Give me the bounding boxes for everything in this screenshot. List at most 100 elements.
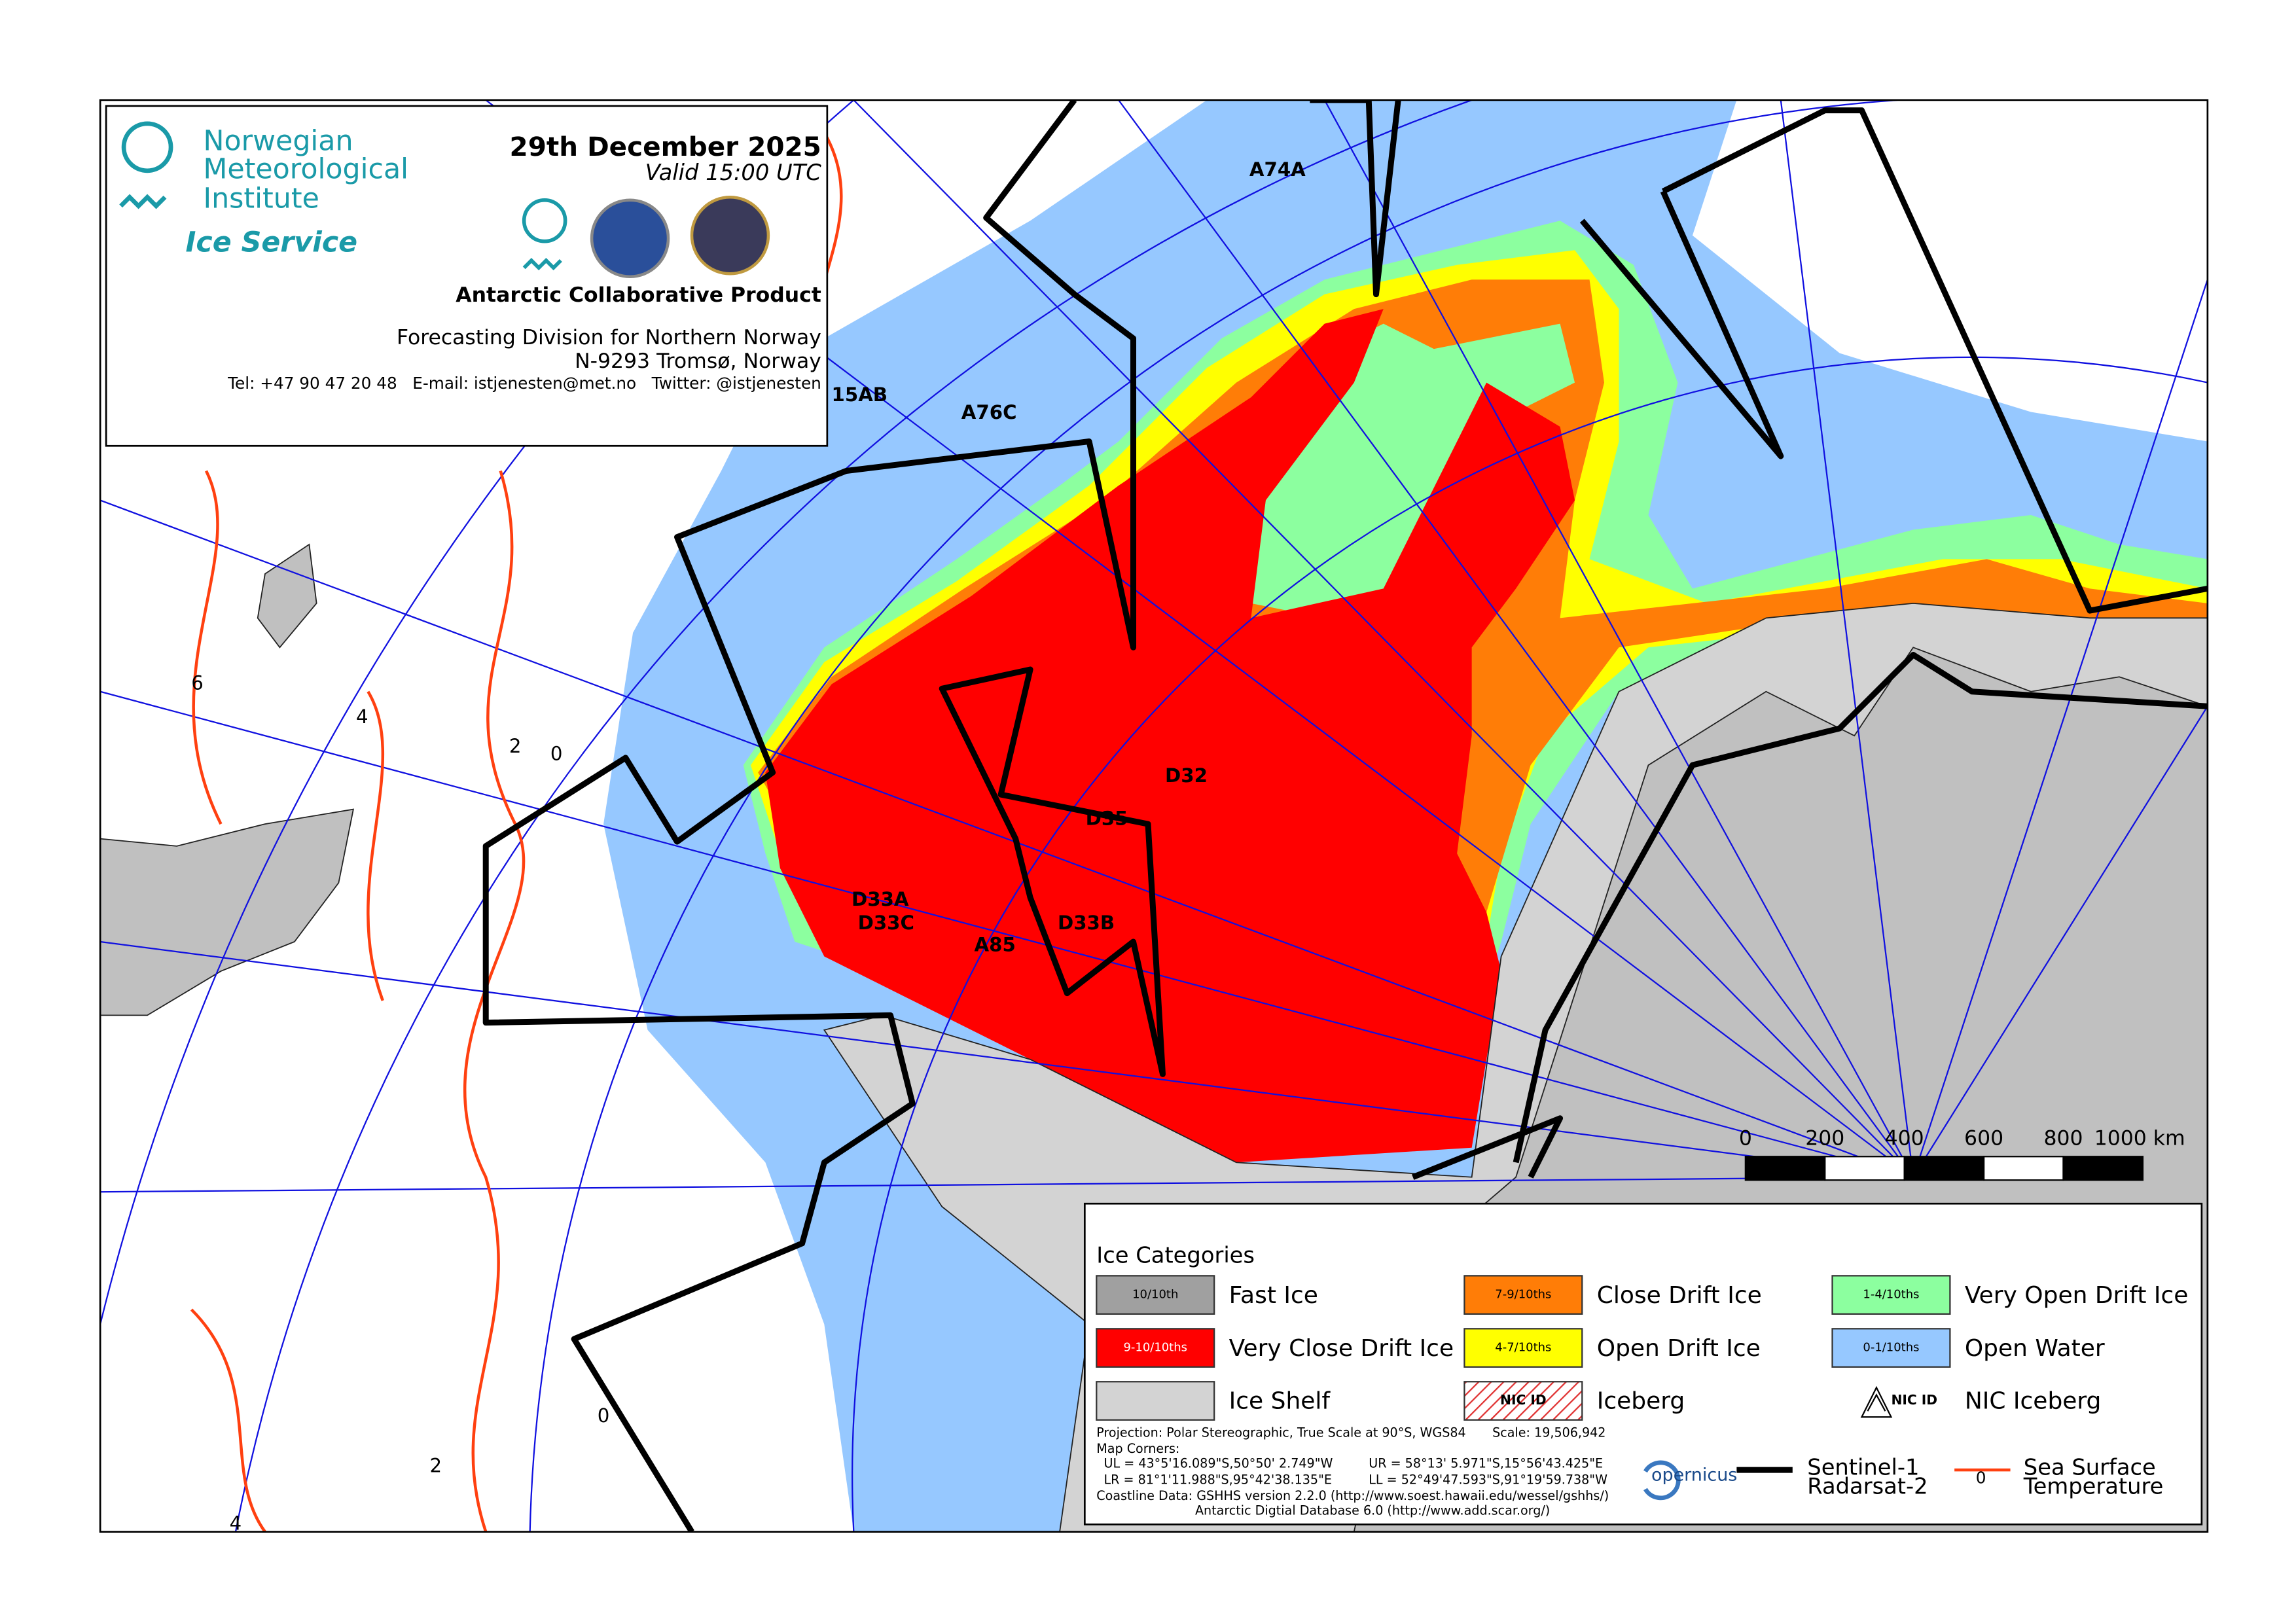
legend-label: Open Drift Ice	[1597, 1335, 1761, 1362]
header-box	[105, 105, 829, 447]
scale-label: 200	[1805, 1126, 1844, 1150]
legend-label: Iceberg	[1597, 1388, 1685, 1415]
legend-swatch-text: 7-9/10ths	[1495, 1288, 1551, 1302]
date: 29th December 2025	[510, 131, 821, 162]
sst-label: 0	[598, 1404, 610, 1427]
org-name: Norwegian	[204, 125, 353, 158]
scale-label: 400	[1885, 1126, 1924, 1150]
iceberg-label: D33B	[1058, 912, 1115, 934]
scale-label: 800	[2043, 1126, 2083, 1150]
emblem	[690, 196, 770, 276]
logo-wave	[119, 194, 167, 209]
emblem	[590, 198, 670, 278]
scale-segment	[1903, 1156, 1985, 1181]
legend-note: UL = 43°5'16.089"S,50°50' 2.749"W	[1104, 1456, 1333, 1471]
division: Forecasting Division for Northern Norway	[397, 326, 821, 349]
legend-swatch	[1096, 1381, 1215, 1421]
legend-swatch	[1463, 1381, 1583, 1421]
org-name: Meteorological	[204, 152, 408, 185]
legend-swatch-text: 4-7/10ths	[1495, 1341, 1551, 1355]
iceberg-label: 15AB	[832, 383, 888, 406]
scale-segment	[1824, 1156, 1905, 1181]
sst-label: 0	[550, 742, 563, 764]
legend-swatch	[1463, 1328, 1583, 1368]
legend-swatch-text: 9-10/10ths	[1123, 1341, 1187, 1355]
island	[257, 543, 317, 649]
legend-note: LR = 81°1'11.988"S,95°42'38.135"E	[1104, 1472, 1332, 1487]
logo-small	[522, 198, 567, 243]
satellite-coverage	[482, 99, 2208, 1532]
legend-swatch	[1831, 1328, 1951, 1368]
scale-label: 0	[1739, 1126, 1752, 1150]
logo-small-wave	[522, 257, 562, 271]
iceberg-label: D33C	[858, 912, 914, 934]
legend-notes: Projection: Polar Stereographic, True Sc…	[1096, 1425, 1609, 1518]
legend-swatch-text: NIC ID	[1500, 1392, 1547, 1408]
graticule	[100, 99, 2208, 1532]
legend-note: UR = 58°13' 5.971"S,15°56'43.425"E	[1369, 1456, 1603, 1471]
sst-label: 2	[429, 1455, 442, 1477]
sst-label: 4	[356, 705, 368, 728]
legend-title: Ice Categories	[1096, 1243, 1255, 1268]
logo-circle	[121, 121, 173, 173]
legend-swatch-text: 0-1/10ths	[1863, 1341, 1919, 1355]
copernicus-logo	[1643, 1460, 1681, 1501]
sst-labels: 6 4 2 0 0 2 4	[191, 672, 610, 1534]
scale-bar: 0 200 400 600 800 1000 km	[1739, 1126, 2185, 1181]
legend-note: Map Corners:	[1096, 1441, 1179, 1456]
scale-segment	[2062, 1156, 2144, 1181]
legend-swatch-text: NIC ID	[1891, 1392, 1937, 1408]
legend-line-label: Temperature	[2023, 1474, 2164, 1499]
iceberg-labels: A74A A76C 15AB D32 D35 D33A D33C D33B A8…	[832, 158, 1306, 956]
legend-swatch	[1831, 1275, 1951, 1315]
very-close-drift-ice	[765, 309, 1575, 1163]
legend: Ice Categories Projection: Polar Stereog…	[1083, 1202, 2203, 1525]
legend-note: LL = 52°49'47.593"S,91°19'59.738"W	[1369, 1472, 1607, 1487]
header: Norwegian Meteorological Institute Ice S…	[105, 105, 829, 447]
legend-label: Close Drift Ice	[1597, 1282, 1762, 1309]
iceberg-label: D33A	[852, 888, 909, 910]
legend-note: Scale: 19,506,942	[1492, 1425, 1605, 1440]
legend-line-marker: 0	[1976, 1469, 1986, 1488]
scale-segment	[1982, 1156, 2064, 1181]
legend-swatch	[1463, 1275, 1583, 1315]
iceberg-label: D35	[1086, 807, 1128, 829]
iceberg-label: A76C	[961, 401, 1017, 423]
service-name: Ice Service	[186, 226, 358, 259]
scale-segment	[1744, 1156, 1826, 1181]
scale-label: 1000 km	[2094, 1126, 2185, 1150]
contact: Tel: +47 90 47 20 48 E-mail: istjenesten…	[227, 374, 821, 393]
legend-note: Coastline Data: GSHHS version 2.2.0 (htt…	[1096, 1488, 1609, 1503]
legend-label: NIC Iceberg	[1965, 1388, 2102, 1415]
legend-icon	[1860, 1385, 1893, 1418]
legend-line-label: Sentinel-1	[1807, 1454, 1919, 1480]
sst-label: 4	[230, 1512, 242, 1534]
product: Antarctic Collaborative Product	[456, 283, 821, 307]
iceberg-label: A74A	[1249, 158, 1306, 181]
legend-note: Projection: Polar Stereographic, True Sc…	[1096, 1425, 1465, 1440]
copernicus-text: opernicus	[1651, 1465, 1737, 1486]
legend-label: Very Open Drift Ice	[1965, 1282, 2189, 1309]
legend-swatch-text: 10/10th	[1132, 1288, 1178, 1302]
scale-label: 600	[1964, 1126, 2003, 1150]
sst-label: 2	[509, 735, 522, 757]
legend-note: Antarctic Digtial Database 6.0 (http://w…	[1195, 1503, 1550, 1518]
sst-label: 6	[191, 672, 204, 694]
org-name: Institute	[204, 182, 319, 215]
map-frame	[99, 99, 2209, 1533]
legend-swatch	[1096, 1328, 1215, 1368]
legend-box	[1083, 1202, 2203, 1525]
legend-label: Very Close Drift Ice	[1229, 1335, 1454, 1362]
iceberg-label: D32	[1165, 764, 1208, 787]
legend-swatch	[1096, 1275, 1215, 1315]
legend-swatch-text: 1-4/10ths	[1863, 1288, 1919, 1302]
south-america	[100, 808, 354, 1016]
iceberg-label: A85	[975, 934, 1016, 956]
legend-label: Ice Shelf	[1229, 1388, 1331, 1415]
legend-label: Fast Ice	[1229, 1282, 1318, 1309]
legend-line-label: Radarsat-2	[1807, 1474, 1928, 1499]
legend-line-label: Sea Surface	[2024, 1454, 2156, 1480]
legend-label: Open Water	[1965, 1335, 2105, 1362]
